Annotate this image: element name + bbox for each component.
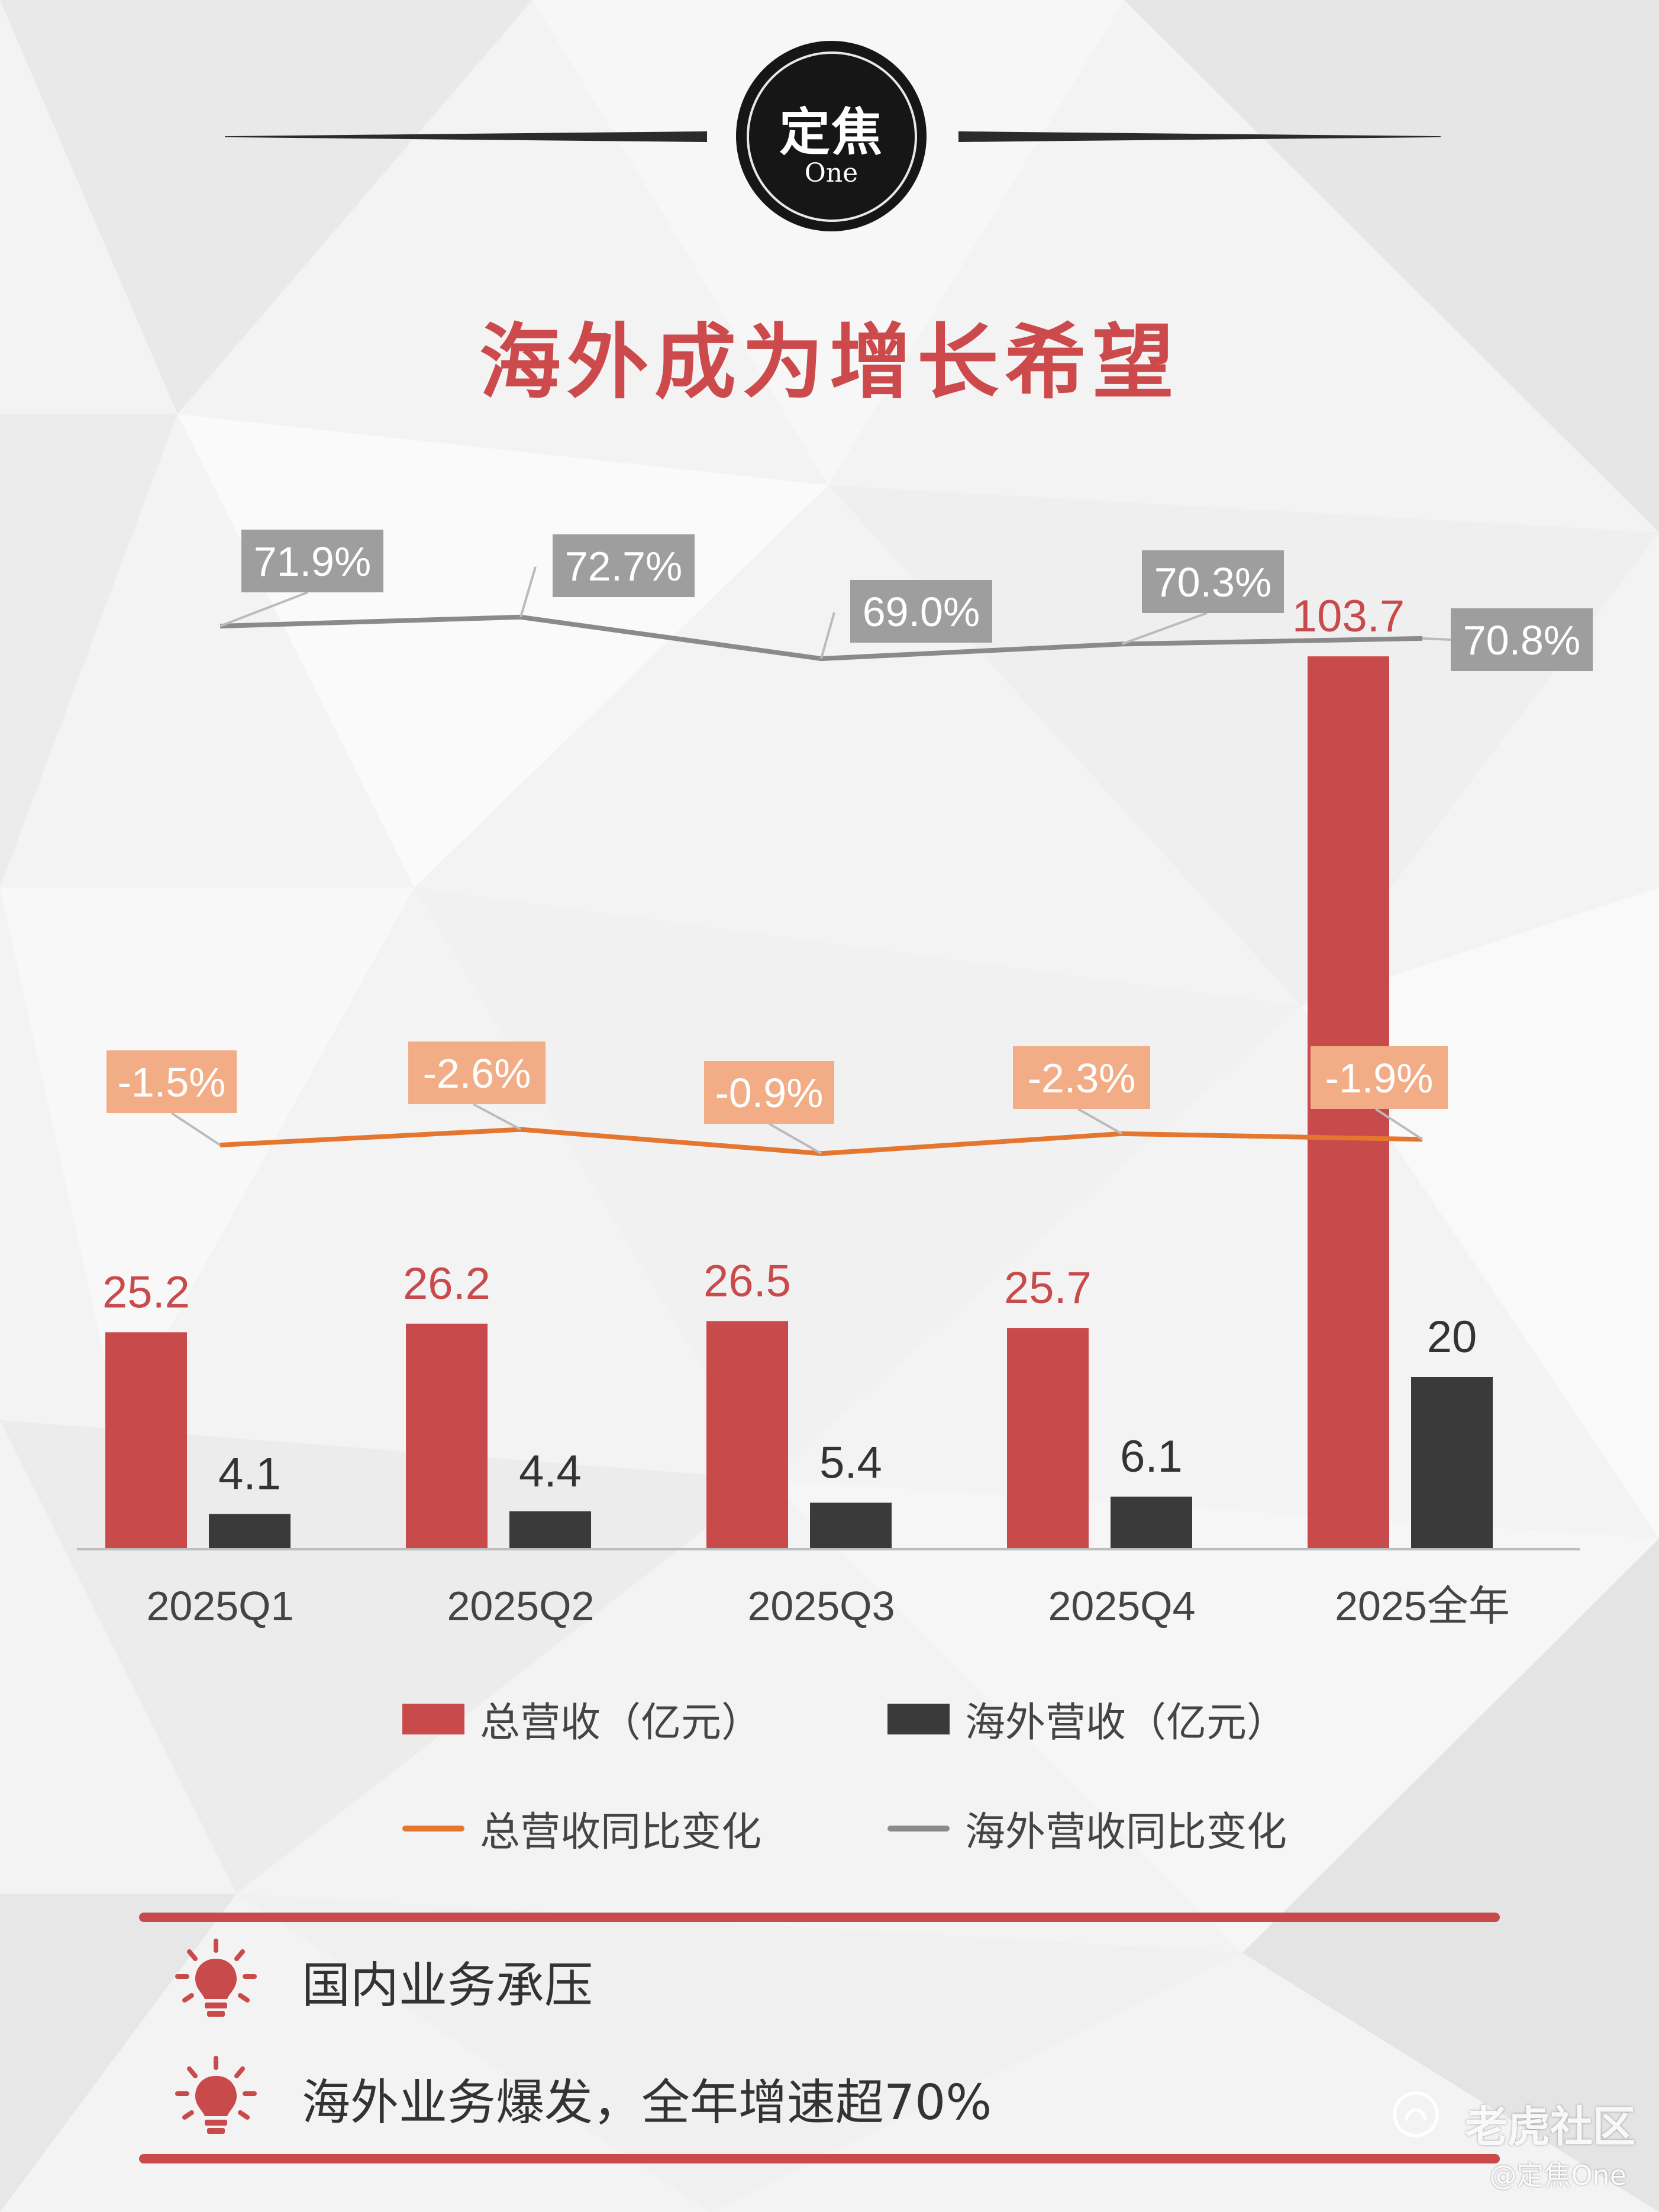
overseas-yoy-label-3: 69.0% <box>863 589 980 635</box>
bar-overseas-4 <box>1111 1497 1192 1549</box>
overseas-yoy-label-box-3 <box>850 580 992 643</box>
page-title: 海外成为增长希望 <box>479 315 1180 410</box>
lightbulb-icon <box>175 2056 257 2134</box>
data-label-total-2: 26.2 <box>403 1259 490 1309</box>
bar-total-3 <box>706 1321 788 1549</box>
overseas-yoy-leader-2 <box>519 566 537 618</box>
x-tick-label-1: 2025Q1 <box>146 1583 293 1629</box>
bar-overseas-2 <box>509 1511 591 1549</box>
data-label-total-5: 103.7 <box>1292 591 1405 641</box>
divider-top <box>139 1913 1500 1922</box>
bar-total-1 <box>105 1332 187 1549</box>
x-tick-label-3: 2025Q3 <box>747 1583 895 1629</box>
lightbulb-icon <box>175 1939 257 2017</box>
bar-total-2 <box>406 1323 488 1549</box>
x-tick-label-4: 2025Q4 <box>1048 1583 1195 1629</box>
data-label-overseas-5: 20 <box>1427 1312 1477 1362</box>
overseas-yoy-label-2: 72.7% <box>565 543 682 589</box>
total-yoy-label-box-4 <box>1013 1046 1150 1109</box>
tip-text-1: 国内业务承压 <box>302 1957 593 2014</box>
overseas-yoy-label-box-2 <box>553 534 695 597</box>
data-label-overseas-4: 6.1 <box>1120 1431 1183 1482</box>
x-tick-label-5: 2025全年 <box>1335 1583 1510 1629</box>
overseas-yoy-label-5: 70.8% <box>1463 617 1580 663</box>
brand-logo: 定焦 One <box>740 44 923 228</box>
bar-total-4 <box>1007 1328 1089 1549</box>
total-yoy-label-2: -2.6% <box>423 1050 531 1097</box>
total-yoy-leader-3 <box>769 1123 822 1155</box>
total-yoy-line <box>220 1127 1423 1156</box>
total-yoy-label-3: -0.9% <box>715 1070 824 1116</box>
overseas-yoy-leader-4 <box>1121 612 1208 646</box>
data-label-total-4: 25.7 <box>1004 1263 1092 1313</box>
watermark-text: 老虎社区 <box>1464 2102 1635 2152</box>
brand-header: 定焦 One <box>0 0 1659 249</box>
divider-bottom <box>139 2154 1500 2163</box>
overseas-yoy-leader-1 <box>220 591 308 627</box>
total-yoy-label-box-1 <box>106 1050 237 1113</box>
total-yoy-leader-2 <box>473 1103 521 1131</box>
data-label-overseas-3: 5.4 <box>819 1437 882 1488</box>
total-yoy-label-box-5 <box>1311 1046 1448 1109</box>
data-label-total-3: 26.5 <box>703 1256 791 1306</box>
tip-item-2: 海外业务爆发，全年增速超70% <box>172 2053 992 2142</box>
watermark-subtext: @定焦One <box>1489 2159 1626 2191</box>
bar-overseas-3 <box>810 1502 892 1549</box>
tiger-community-logo-icon <box>1393 2091 1439 2137</box>
brand-logo-ring <box>747 51 917 222</box>
brand-logo-subtext: One <box>804 158 858 188</box>
total-yoy-label-box-2 <box>408 1041 546 1104</box>
brand-logo-text: 定焦 <box>779 103 883 162</box>
total-yoy-label-1: -1.5% <box>118 1059 226 1105</box>
tip-item-1: 国内业务承压 <box>172 1936 593 2025</box>
total-yoy-label-4: -2.3% <box>1028 1055 1136 1101</box>
overseas-yoy-label-box-4 <box>1142 550 1284 613</box>
total-yoy-leader-5 <box>1374 1108 1424 1141</box>
total-yoy-leader-4 <box>1077 1108 1122 1135</box>
overseas-yoy-label-box-5 <box>1451 608 1593 671</box>
data-label-overseas-2: 4.4 <box>519 1446 582 1497</box>
data-label-total-1: 25.2 <box>102 1267 190 1317</box>
data-label-overseas-1: 4.1 <box>218 1449 281 1499</box>
total-yoy-label-5: -1.9% <box>1325 1055 1434 1101</box>
x-tick-label-2: 2025Q2 <box>447 1583 594 1629</box>
overseas-yoy-label-4: 70.3% <box>1154 559 1271 605</box>
overseas-yoy-label-1: 71.9% <box>254 539 371 585</box>
overseas-yoy-leader-3 <box>820 612 835 659</box>
overseas-yoy-leader-5 <box>1422 637 1451 641</box>
total-yoy-label-box-3 <box>704 1061 834 1124</box>
total-yoy-leader-1 <box>170 1112 221 1146</box>
overseas-yoy-label-box-1 <box>241 530 383 592</box>
overseas-yoy-line <box>220 614 1423 662</box>
tip-text-2: 海外业务爆发，全年增速超70% <box>302 2074 992 2131</box>
bar-overseas-5 <box>1411 1377 1493 1549</box>
bar-overseas-1 <box>209 1514 291 1549</box>
